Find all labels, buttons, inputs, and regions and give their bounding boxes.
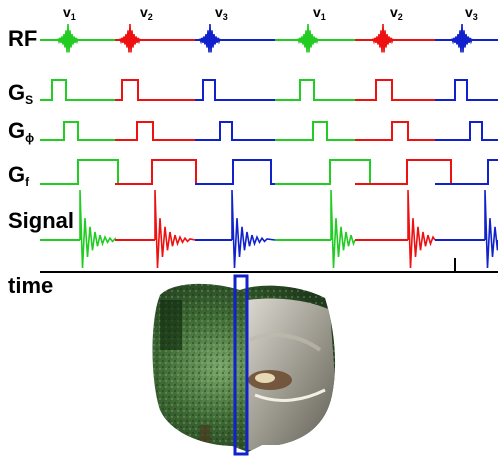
gphi-gradient-segment xyxy=(275,121,355,141)
brain-slice-image xyxy=(152,274,336,456)
gs-gradient-segment xyxy=(115,79,195,101)
gphi-label-sub: ϕ xyxy=(25,131,35,145)
rf-pulse-burst xyxy=(57,23,79,53)
gf-gradient-segment xyxy=(40,159,119,185)
gs-label-sub: S xyxy=(25,93,34,107)
rf-pulse-burst xyxy=(297,23,319,53)
signal-label-text: Signal xyxy=(8,208,75,233)
time-label: time xyxy=(8,273,53,299)
gphi-gradient-segment xyxy=(195,121,275,141)
gs-gradient-segment xyxy=(435,79,498,101)
signal-label: Signal xyxy=(8,208,74,234)
signal-echo xyxy=(407,189,436,269)
gphi-gradient-segment xyxy=(40,121,115,141)
gf-label: Gf xyxy=(8,162,29,189)
gphi-gradient-segment xyxy=(435,121,498,141)
rf-pulse-burst xyxy=(199,23,221,53)
signal-echo xyxy=(154,189,196,269)
gs-label-text: G xyxy=(8,80,26,105)
gs-gradient-segment xyxy=(355,79,435,101)
rf-label-text: RF xyxy=(8,26,38,51)
gf-gradient-segment xyxy=(435,159,498,185)
rf-pulse-burst xyxy=(372,23,394,53)
gf-gradient-segment xyxy=(115,159,197,185)
gf-gradient-segment xyxy=(275,159,371,185)
gs-gradient-segment xyxy=(195,79,275,101)
pulse-label-3: v3 xyxy=(215,4,228,22)
gf-label-sub: f xyxy=(25,175,30,189)
signal-echo xyxy=(330,189,356,269)
gphi-gradient-segment xyxy=(355,121,435,141)
time-label-text: time xyxy=(8,273,54,298)
time-axis xyxy=(40,258,498,273)
gf-gradient-segment xyxy=(195,159,275,185)
gphi-gradient-segment xyxy=(115,121,195,141)
gf-label-text: G xyxy=(8,162,26,187)
signal-echo xyxy=(484,189,498,269)
gs-gradient-segment xyxy=(40,79,115,101)
gphi-label: Gϕ xyxy=(8,118,34,145)
pulse-label-1: v1 xyxy=(63,4,76,22)
gphi-label-text: G xyxy=(8,118,26,143)
gs-gradient-segment xyxy=(275,79,355,101)
sequence-traces xyxy=(40,23,498,269)
pulse-label-2: v2 xyxy=(140,4,153,22)
pulse-label-4: v1 xyxy=(313,4,326,22)
gs-label: GS xyxy=(8,80,33,107)
signal-echo xyxy=(231,189,276,269)
pulse-label-5: v2 xyxy=(390,4,403,22)
rf-pulse-burst xyxy=(119,23,141,53)
signal-echo xyxy=(79,189,116,269)
pulse-label-6: v3 xyxy=(465,4,478,22)
slice-selection-box xyxy=(233,274,249,456)
rf-pulse-burst xyxy=(451,23,473,53)
rf-label: RF xyxy=(8,26,37,52)
